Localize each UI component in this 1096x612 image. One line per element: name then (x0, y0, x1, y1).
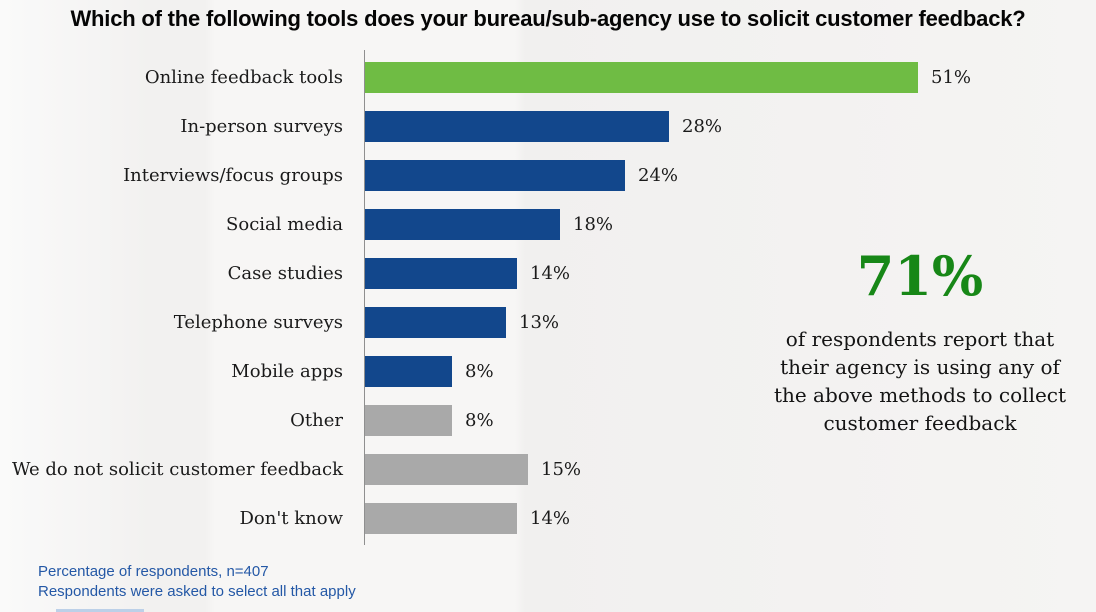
bar-area: 15% (365, 454, 581, 485)
value-label: 18% (573, 214, 614, 235)
bar (365, 111, 669, 142)
bar-area: 18% (365, 209, 613, 240)
value-label: 28% (682, 116, 723, 137)
bar-area: 51% (365, 62, 971, 93)
bar-area: 14% (365, 258, 570, 289)
annotation-line: customer feedback (823, 410, 1017, 435)
chart-row: Interviews/focus groups 24% (0, 151, 1096, 200)
value-label: 15% (541, 459, 582, 480)
value-label: 8% (465, 410, 494, 431)
bar-area: 14% (365, 503, 570, 534)
bar (365, 356, 452, 387)
chart-row: In-person surveys 28% (0, 102, 1096, 151)
value-label: 13% (519, 312, 560, 333)
bar (365, 307, 506, 338)
category-label: We do not solicit customer feedback (11, 459, 343, 480)
annotation-line: of respondents report that (785, 326, 1055, 351)
annotation-line: their agency is using any of (780, 354, 1060, 379)
value-label: 8% (465, 361, 494, 382)
bar-area: 8% (365, 356, 494, 387)
chart-row: Other 8% (0, 396, 1096, 445)
value-label: 14% (530, 508, 571, 529)
bar (365, 209, 560, 240)
footnote-line: Percentage of respondents, n=407 (38, 563, 269, 580)
footnotes: Percentage of respondents, n=407 Responde… (38, 562, 356, 602)
bar (365, 258, 517, 289)
chart-row: Don't know 14% (0, 494, 1096, 543)
category-label: Don't know (239, 508, 343, 529)
chart-row: Mobile apps 8% (0, 347, 1096, 396)
bar (365, 62, 918, 93)
bar-area: 8% (365, 405, 494, 436)
bar (365, 160, 625, 191)
category-label: Other (290, 410, 343, 431)
bottom-accent-line (56, 609, 144, 612)
category-label: Social media (226, 214, 343, 235)
chart-row: Social media 18% (0, 200, 1096, 249)
y-axis-line (364, 50, 365, 545)
value-label: 51% (931, 67, 972, 88)
category-label: Online feedback tools (144, 67, 343, 88)
value-label: 24% (638, 165, 679, 186)
chart-title: Which of the following tools does your b… (70, 6, 1026, 31)
annotation-callout: 71% of respondents report that their agen… (745, 248, 1095, 437)
bar (365, 503, 517, 534)
category-label: Interviews/focus groups (123, 165, 343, 186)
chart-row: Case studies 14% (0, 249, 1096, 298)
chart-row: We do not solicit customer feedback 15% (0, 445, 1096, 494)
bar (365, 405, 452, 436)
annotation-text: of respondents report that their agency i… (745, 325, 1095, 437)
bar-area: 28% (365, 111, 722, 142)
value-label: 14% (530, 263, 571, 284)
category-label: Case studies (227, 263, 343, 284)
chart-rows: Online feedback tools 51% In-person survey… (0, 53, 1096, 543)
bar-area: 24% (365, 160, 678, 191)
annotation-stat: 71% (856, 244, 984, 308)
bar (365, 454, 528, 485)
bar-area: 13% (365, 307, 559, 338)
category-label: Mobile apps (231, 361, 343, 382)
footnote-line: Respondents were asked to select all tha… (38, 583, 356, 600)
chart-row: Telephone surveys 13% (0, 298, 1096, 347)
annotation-line: the above methods to collect (773, 382, 1067, 407)
chart-row: Online feedback tools 51% (0, 53, 1096, 102)
category-label: Telephone surveys (173, 312, 343, 333)
category-label: In-person surveys (180, 116, 343, 137)
